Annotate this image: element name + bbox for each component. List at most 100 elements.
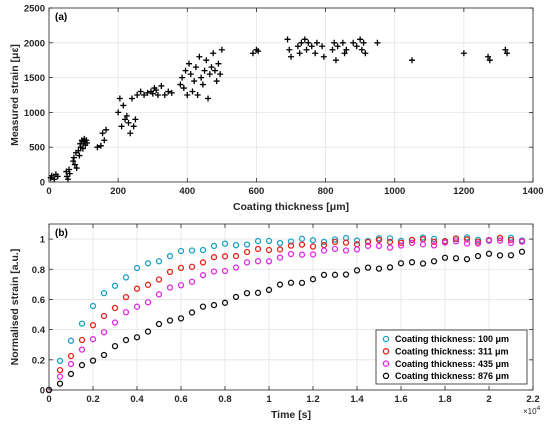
- data-point: [358, 46, 365, 53]
- data-point: [353, 246, 361, 253]
- data-point: [463, 236, 471, 243]
- data-point: [298, 241, 306, 248]
- data-point: [71, 161, 78, 168]
- data-point: [232, 293, 240, 301]
- data-point: [518, 248, 526, 255]
- data-point: [217, 71, 224, 78]
- data-point: [350, 39, 357, 46]
- data-point: [329, 46, 336, 53]
- data-point: [70, 154, 77, 161]
- y-tick-label: 2500: [24, 4, 45, 15]
- data-point: [276, 281, 284, 288]
- data-point: [188, 263, 196, 270]
- data-point: [48, 172, 55, 179]
- data-point: [133, 334, 141, 341]
- data-point: [249, 50, 256, 57]
- data-point: [386, 238, 394, 246]
- data-point: [353, 237, 361, 244]
- data-point: [309, 243, 317, 250]
- data-point: [319, 43, 326, 50]
- data-point: [342, 271, 350, 278]
- data-point: [320, 53, 327, 60]
- data-point: [265, 258, 273, 265]
- data-point: [276, 239, 284, 247]
- x-tick-label: 1400: [522, 186, 543, 197]
- x-tick-label: 1.2: [306, 394, 319, 405]
- data-point: [441, 239, 449, 246]
- data-point: [158, 82, 165, 89]
- data-point: [122, 293, 130, 301]
- data-point: [56, 373, 64, 380]
- data-point: [83, 137, 90, 144]
- data-point: [265, 286, 273, 294]
- legend-item: Coating thickness: 311 μm: [382, 347, 509, 357]
- x-tick-label: 2.2: [526, 394, 539, 405]
- data-point: [144, 328, 152, 335]
- data-point: [288, 53, 294, 60]
- data-point: [122, 274, 130, 281]
- x-tick-label: 800: [318, 186, 334, 197]
- data-point: [331, 236, 339, 243]
- data-point: [496, 252, 504, 259]
- data-point: [177, 247, 185, 255]
- data-point: [375, 265, 383, 272]
- x-axis-title: Time [s]: [271, 409, 311, 421]
- data-point: [89, 357, 97, 364]
- data-point: [463, 240, 471, 247]
- data-point: [210, 268, 218, 275]
- legend-box: [375, 329, 528, 385]
- data-point: [166, 317, 174, 324]
- data-point: [89, 302, 97, 310]
- data-point: [254, 245, 262, 253]
- chart-panel-a: 0 200 400 600 800 1000 1200 1400 0 500 1000 1500 200…: [9, 4, 544, 214]
- data-point: [243, 241, 251, 248]
- y-axis-title: Normalised strain [a.u.]: [9, 249, 21, 366]
- data-point: [67, 360, 75, 368]
- data-point: [265, 246, 273, 254]
- data-point: [123, 112, 130, 119]
- x-tick-label: 0: [46, 394, 51, 405]
- data-point: [130, 123, 137, 130]
- data-point: [166, 268, 174, 276]
- data-point: [284, 36, 291, 43]
- data-point: [452, 235, 460, 242]
- data-point: [65, 176, 72, 183]
- data-point: [364, 238, 372, 246]
- y-tick-label: 1000: [24, 108, 45, 119]
- data-point: [441, 254, 449, 261]
- data-point: [255, 48, 262, 55]
- data-point: [111, 342, 119, 350]
- data-point: [115, 109, 122, 116]
- data-point: [154, 92, 161, 98]
- panel-label: (a): [55, 12, 67, 23]
- data-point: [128, 95, 135, 102]
- data-point: [339, 39, 346, 46]
- panel-label: (b): [55, 228, 68, 239]
- data-point: [100, 329, 108, 336]
- data-point: [504, 50, 511, 57]
- data-point: [452, 238, 460, 245]
- x-tick-label: 0: [46, 186, 51, 197]
- data-point: [287, 238, 295, 245]
- data-point: [161, 92, 168, 98]
- data-point: [133, 303, 141, 310]
- data-point: [78, 346, 86, 353]
- legend-marker: [382, 372, 390, 380]
- x-axis-exponent-power: 4: [537, 405, 541, 412]
- data-point: [75, 147, 82, 154]
- data-point: [254, 258, 262, 265]
- data-point: [177, 315, 185, 322]
- data-point: [353, 267, 361, 274]
- x-tick-label: 400: [179, 186, 195, 197]
- x-tick-label: 1: [266, 394, 272, 405]
- legend-marker: [382, 335, 390, 343]
- data-point: [155, 291, 163, 298]
- data-point: [265, 237, 273, 245]
- data-point: [111, 282, 119, 289]
- data-point: [254, 289, 262, 296]
- data-point: [177, 282, 185, 289]
- data-point: [97, 142, 104, 149]
- data-point: [78, 336, 86, 344]
- data-point: [331, 245, 339, 253]
- data-point: [334, 43, 341, 50]
